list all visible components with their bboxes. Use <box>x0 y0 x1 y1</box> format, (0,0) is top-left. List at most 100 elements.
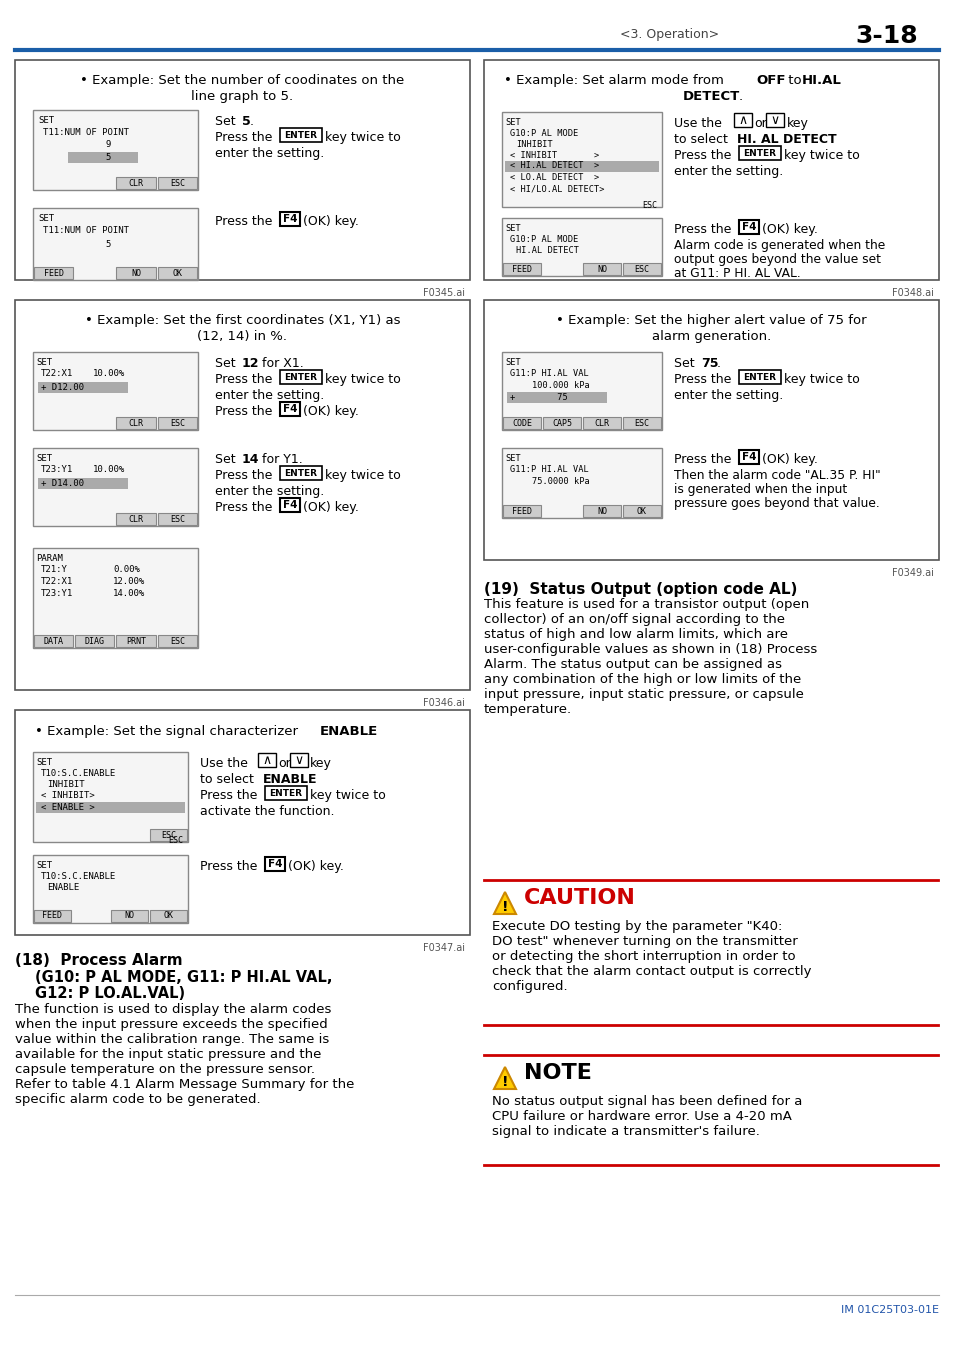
Text: G11:P HI.AL VAL: G11:P HI.AL VAL <box>510 464 588 474</box>
Text: T10:S.C.ENABLE: T10:S.C.ENABLE <box>41 769 116 778</box>
Text: SET: SET <box>504 224 520 234</box>
Text: CPU failure or hardware error. Use a 4-20 mA: CPU failure or hardware error. Use a 4-2… <box>492 1110 791 1123</box>
Text: INHIBIT: INHIBIT <box>47 780 85 788</box>
Text: .: . <box>717 356 720 370</box>
Text: enter the setting.: enter the setting. <box>214 389 324 402</box>
Text: OK: OK <box>164 911 173 921</box>
FancyBboxPatch shape <box>582 505 620 517</box>
FancyBboxPatch shape <box>739 370 781 383</box>
Text: key: key <box>786 117 808 130</box>
Text: 12: 12 <box>242 356 259 370</box>
FancyBboxPatch shape <box>504 161 659 171</box>
Text: T23:Y1: T23:Y1 <box>41 589 73 598</box>
Text: capsule temperature on the pressure sensor.: capsule temperature on the pressure sens… <box>15 1062 314 1076</box>
Text: CLR: CLR <box>129 178 144 188</box>
Text: The function is used to display the alarm codes: The function is used to display the alar… <box>15 1003 331 1017</box>
FancyBboxPatch shape <box>506 392 606 404</box>
Text: temperature.: temperature. <box>483 703 572 716</box>
Text: DO test" whenever turning on the transmitter: DO test" whenever turning on the transmi… <box>492 936 797 948</box>
Text: F4: F4 <box>741 452 756 462</box>
FancyBboxPatch shape <box>622 263 660 275</box>
Text: ESC: ESC <box>161 830 176 840</box>
Text: or detecting the short interruption in order to: or detecting the short interruption in o… <box>492 950 795 963</box>
Text: Use the: Use the <box>673 117 721 130</box>
Text: SET: SET <box>38 215 54 223</box>
Text: ∨: ∨ <box>770 113 779 127</box>
Text: (OK) key.: (OK) key. <box>303 405 358 418</box>
FancyBboxPatch shape <box>150 829 187 841</box>
Text: when the input pressure exceeds the specified: when the input pressure exceeds the spec… <box>15 1018 328 1031</box>
Text: !: ! <box>501 1075 508 1089</box>
Text: G10:P AL MODE: G10:P AL MODE <box>510 235 578 244</box>
Text: to select: to select <box>673 134 731 146</box>
Text: 9: 9 <box>105 140 111 148</box>
Text: ENTER: ENTER <box>269 788 302 798</box>
FancyBboxPatch shape <box>15 710 470 936</box>
Text: FEED: FEED <box>512 506 532 516</box>
FancyBboxPatch shape <box>280 128 322 142</box>
FancyBboxPatch shape <box>265 857 285 871</box>
Text: (OK) key.: (OK) key. <box>761 454 817 466</box>
Text: F0347.ai: F0347.ai <box>422 944 464 953</box>
Text: HI.AL: HI.AL <box>801 74 841 86</box>
Text: < INHIBIT>: < INHIBIT> <box>41 791 94 801</box>
Text: G12: P LO.AL.VAL): G12: P LO.AL.VAL) <box>35 986 185 1000</box>
FancyBboxPatch shape <box>280 498 299 512</box>
Text: enter the setting.: enter the setting. <box>214 485 324 498</box>
FancyBboxPatch shape <box>116 267 155 279</box>
Text: ESC: ESC <box>168 836 183 845</box>
Text: line graph to 5.: line graph to 5. <box>192 90 294 103</box>
Text: 10.00%: 10.00% <box>92 369 125 378</box>
Text: 75: 75 <box>700 356 718 370</box>
FancyBboxPatch shape <box>157 417 196 429</box>
Text: (G10: P AL MODE, G11: P HI.AL VAL,: (G10: P AL MODE, G11: P HI.AL VAL, <box>35 971 333 986</box>
Text: F0349.ai: F0349.ai <box>891 568 933 578</box>
Text: FEED: FEED <box>42 911 62 921</box>
FancyBboxPatch shape <box>280 212 299 225</box>
FancyBboxPatch shape <box>502 263 540 275</box>
Text: (19)  Status Output (option code AL): (19) Status Output (option code AL) <box>483 582 797 597</box>
Text: 5: 5 <box>242 115 251 128</box>
Text: Press the: Press the <box>673 148 731 162</box>
FancyBboxPatch shape <box>116 634 155 647</box>
Text: Alarm. The status output can be assigned as: Alarm. The status output can be assigned… <box>483 657 781 671</box>
Text: • Example: Set the number of coodinates on the: • Example: Set the number of coodinates … <box>80 74 404 86</box>
Text: (12, 14) in %.: (12, 14) in %. <box>197 329 287 343</box>
FancyBboxPatch shape <box>765 113 783 127</box>
Text: key twice to: key twice to <box>325 131 400 144</box>
FancyBboxPatch shape <box>501 448 661 518</box>
Text: check that the alarm contact output is correctly: check that the alarm contact output is c… <box>492 965 811 977</box>
Text: CLR: CLR <box>129 514 144 524</box>
FancyBboxPatch shape <box>280 466 322 481</box>
Text: F0345.ai: F0345.ai <box>422 288 464 298</box>
Text: is generated when the input: is generated when the input <box>673 483 846 495</box>
FancyBboxPatch shape <box>501 217 661 275</box>
Text: key twice to: key twice to <box>783 373 859 386</box>
Text: SET: SET <box>36 454 52 463</box>
Text: T10:S.C.ENABLE: T10:S.C.ENABLE <box>41 872 116 882</box>
Text: CAP5: CAP5 <box>552 418 572 428</box>
Text: F0346.ai: F0346.ai <box>423 698 464 707</box>
Text: FEED: FEED <box>44 269 64 278</box>
Text: OK: OK <box>637 506 646 516</box>
Text: key twice to: key twice to <box>310 788 385 802</box>
FancyBboxPatch shape <box>33 752 188 842</box>
Text: < ENABLE >: < ENABLE > <box>41 802 94 811</box>
Text: for X1.: for X1. <box>257 356 303 370</box>
FancyBboxPatch shape <box>622 417 660 429</box>
Text: key twice to: key twice to <box>783 148 859 162</box>
Text: T22:X1: T22:X1 <box>41 369 73 378</box>
FancyBboxPatch shape <box>33 548 198 648</box>
Text: 5: 5 <box>105 240 111 248</box>
FancyBboxPatch shape <box>622 505 660 517</box>
Text: INHIBIT: INHIBIT <box>516 140 552 148</box>
FancyBboxPatch shape <box>502 505 540 517</box>
FancyBboxPatch shape <box>116 513 155 525</box>
Text: • Example: Set alarm mode from: • Example: Set alarm mode from <box>503 74 727 86</box>
Text: 14: 14 <box>242 454 259 466</box>
Text: < HI/LO.AL DETECT>: < HI/LO.AL DETECT> <box>510 184 604 193</box>
Text: NO: NO <box>125 911 134 921</box>
FancyBboxPatch shape <box>739 450 759 464</box>
Text: T23:Y1: T23:Y1 <box>41 464 73 474</box>
Text: .: . <box>367 725 371 738</box>
